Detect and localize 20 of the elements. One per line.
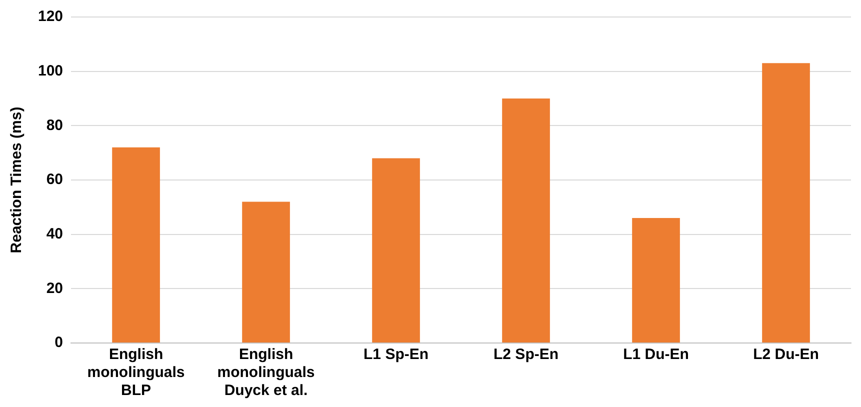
x-tick-label: L1 Du-En <box>623 346 689 364</box>
x-tick-label: English monolinguals Duyck et al. <box>217 346 315 400</box>
y-tick-label: 120 <box>38 8 64 26</box>
y-tick-label: 40 <box>46 225 64 242</box>
y-tick-label: 20 <box>46 280 64 297</box>
y-tick-label: 60 <box>46 171 64 188</box>
bar <box>372 158 420 342</box>
x-tick-label: English monolinguals BLP <box>87 346 185 400</box>
bar <box>632 218 680 342</box>
y-axis-title: Reaction Times (ms) <box>8 106 26 254</box>
x-tick-label: L1 Sp-En <box>364 346 429 364</box>
y-tick-label: 0 <box>54 334 64 352</box>
bar <box>762 63 810 342</box>
bar <box>502 98 550 342</box>
x-tick-label: L2 Sp-En <box>494 346 559 364</box>
y-tick-label: 100 <box>38 62 64 80</box>
bar <box>112 147 160 342</box>
bar <box>242 202 290 342</box>
y-tick-label: 80 <box>46 116 64 134</box>
x-tick-label: L2 Du-En <box>753 346 819 364</box>
